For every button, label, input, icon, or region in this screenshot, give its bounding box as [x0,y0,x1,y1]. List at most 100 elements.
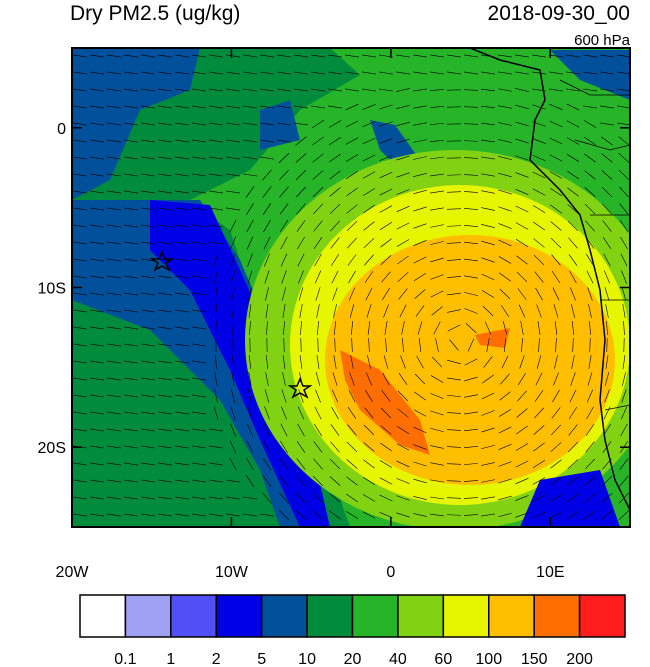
wind-barb [295,136,307,146]
wind-barb [315,389,321,403]
wind-barb [298,389,304,403]
field [72,48,630,527]
wind-barb [396,478,410,484]
wind-barb [107,462,121,466]
wind-barb [413,88,427,92]
wind-barb [498,256,512,264]
wind-barb [192,207,206,211]
wind-barb [73,513,87,517]
wind-barb [264,270,270,284]
wind-barb [413,71,427,75]
wind-barb [248,304,252,318]
wind-barb [600,122,614,126]
wind-barb [346,459,358,469]
wind-barb [463,174,479,176]
wind-barb [601,153,613,163]
wind-barb [481,257,495,263]
wind-barb [107,496,121,500]
wind-barb [226,88,240,92]
wind-barb [265,372,269,386]
wind-barb [90,496,104,500]
wind-barb [73,173,87,177]
wind-barb [446,429,462,431]
wind-barb [124,241,138,245]
wind-barb [246,236,254,250]
wind-barb [396,138,410,144]
wind-barb [73,275,87,279]
wind-barb [316,304,320,318]
wind-barb [264,406,270,420]
wind-barb [90,54,104,58]
wind-barb [141,360,155,364]
wind-barb [277,54,291,58]
wind-barb [532,188,546,196]
wind-barb [583,71,597,75]
wind-barb [348,270,356,284]
wind-barb [158,105,172,109]
wind-barb [158,496,172,500]
wind-barb [141,190,155,194]
wind-barb [313,441,323,453]
wind-barb [263,440,271,454]
wind-barb [566,103,580,111]
wind-barb [243,139,257,143]
wind-barb [90,513,104,517]
wind-barb [245,475,255,487]
wind-barb [498,139,512,143]
wind-barb [515,88,529,92]
wind-barb [498,239,512,247]
wind-barb [549,171,563,179]
wind-barb [413,513,427,517]
wind-barb [192,326,206,330]
wind-barb [399,304,407,318]
wind-barb [349,372,355,386]
wind-barb [90,207,104,211]
wind-barb [515,172,529,178]
wind-barb [396,121,410,127]
wind-barb [345,137,359,145]
wind-barb [481,173,495,177]
wind-barb [534,390,544,402]
wind-barb [464,428,478,432]
colorbar-box [488,594,535,638]
wind-barb [532,171,546,179]
wind-barb [396,205,410,213]
wind-barb [549,187,563,197]
wind-barb [214,372,218,386]
wind-barb [192,428,206,432]
wind-barb [329,493,341,503]
wind-barb [622,372,626,386]
colorbar-box [533,594,581,638]
wind-barb [107,54,121,58]
wind-barb [281,406,287,420]
wind-barb [73,88,87,92]
wind-barb [124,496,138,500]
wind-barb [345,103,359,111]
wind-barb [332,372,338,386]
wind-barb [498,478,512,484]
wind-barb [396,155,410,161]
wind-barb [382,372,390,386]
wind-barb [124,309,138,313]
wind-barb [278,152,290,164]
wind-barb [550,237,562,249]
colorbar-box [215,594,263,638]
wind-barb [553,304,559,318]
wind-barb [296,203,306,215]
wind-barb [230,423,236,437]
wind-barb [192,173,206,177]
wind-barb [175,360,189,364]
wind-barb [499,288,511,300]
wind-barb [621,270,627,284]
wind-barb [264,389,270,403]
wind-barb [90,445,104,449]
wind-barb [226,513,240,517]
wind-barb [362,511,376,519]
wind-barb [550,221,562,231]
wind-barb [396,172,410,178]
wind-barb [345,511,359,519]
wind-barb [175,513,189,517]
wind-barb [209,462,223,466]
wind-barb [622,304,626,318]
wind-barb [90,173,104,177]
